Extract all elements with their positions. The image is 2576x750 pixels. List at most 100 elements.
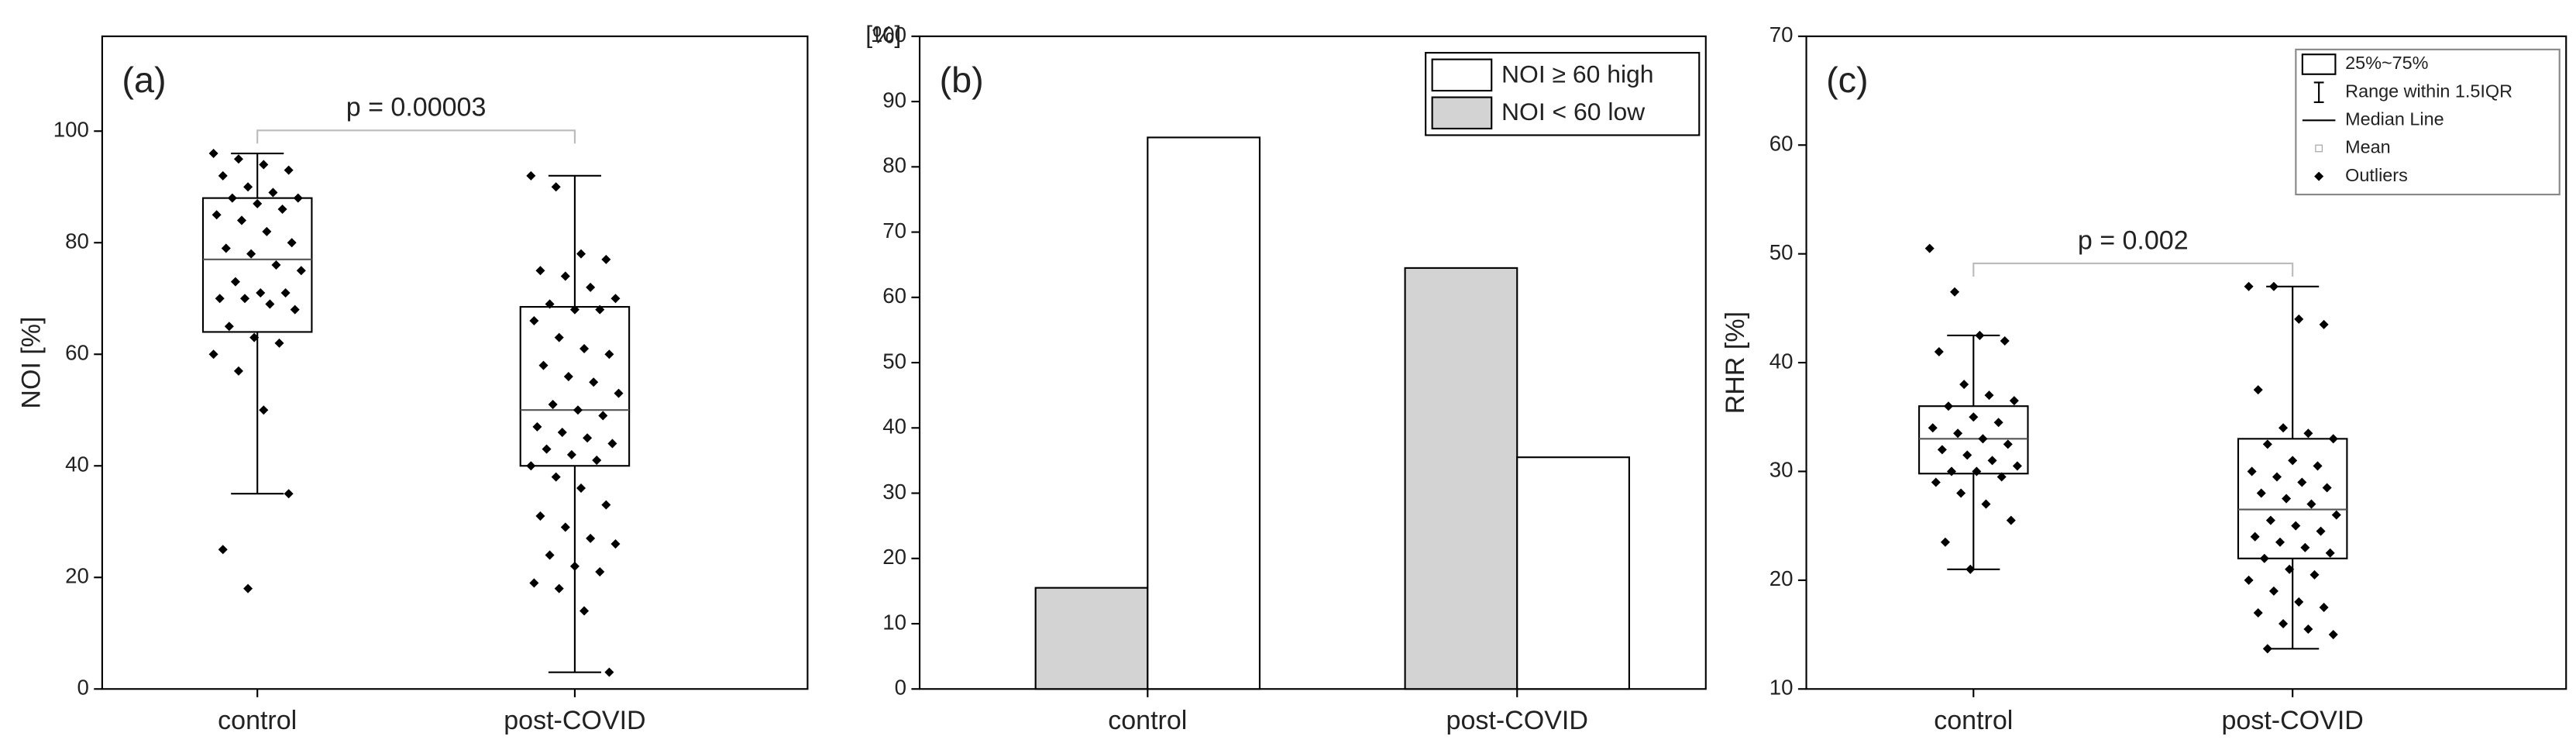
y-tick-label: 0: [895, 676, 906, 700]
data-point: [271, 260, 281, 270]
data-point: [563, 372, 573, 382]
box: [1918, 405, 2029, 475]
panel-label: (a): [122, 60, 166, 100]
data-point: [287, 238, 297, 248]
data-point: [529, 578, 539, 588]
data-point: [604, 349, 614, 360]
data-point: [1987, 456, 1997, 466]
data-point: [586, 282, 596, 292]
data-point: [274, 338, 284, 348]
data-point: [2000, 335, 2010, 346]
data-point: [1931, 477, 1941, 487]
data-point: [601, 254, 611, 264]
data-point: [542, 444, 552, 454]
legend-label: Range within 1.5IQR: [2345, 81, 2512, 101]
y-tick-label: 20: [1769, 566, 1794, 590]
data-point: [2253, 385, 2263, 395]
box: [201, 197, 313, 333]
data-point: [2003, 439, 2013, 449]
data-point: [1943, 401, 1953, 411]
data-point: [290, 304, 300, 315]
y-tick-label: 30: [882, 480, 906, 504]
data-point: [1959, 380, 1969, 390]
y-axis-label: [%]: [865, 20, 901, 48]
data-point: [243, 583, 253, 593]
data-point: [215, 294, 225, 304]
data-point: [2306, 499, 2316, 509]
data-point: [610, 539, 621, 549]
data-point: [2282, 494, 2292, 504]
data-point: [265, 299, 275, 309]
legend-label: 25%~75%: [2345, 53, 2428, 73]
data-point: [208, 149, 218, 159]
data-point: [535, 511, 545, 521]
y-tick-label: 60: [882, 284, 906, 308]
data-point: [2294, 597, 2304, 607]
legend-frame: [2295, 48, 2561, 196]
y-tick-label: 80: [882, 153, 906, 177]
data-point: [262, 226, 272, 236]
bar: [1034, 587, 1149, 690]
data-point: [2328, 630, 2338, 640]
data-point: [218, 170, 228, 181]
data-point: [218, 545, 228, 555]
data-point: [595, 567, 605, 577]
data-point: [2294, 314, 2304, 324]
data-point: [2322, 483, 2332, 493]
data-point: [2319, 319, 2329, 329]
data-point: [1956, 488, 1966, 498]
data-point: [233, 366, 243, 376]
data-point: [1934, 346, 1944, 357]
data-point: [277, 205, 287, 215]
data-point: [1969, 412, 1979, 422]
data-point: [583, 433, 593, 443]
legend-label: NOI ≥ 60 high: [1501, 60, 1654, 88]
data-point: [2319, 602, 2329, 612]
data-point: [246, 249, 256, 259]
y-tick-label: 20: [882, 545, 906, 569]
p-value: p = 0.00003: [346, 93, 487, 122]
data-point: [2309, 569, 2320, 580]
data-point: [284, 489, 294, 499]
y-tick-label: 30: [1769, 458, 1794, 482]
data-point: [598, 411, 608, 421]
data-point: [1966, 564, 1976, 574]
y-tick-label: 0: [77, 676, 89, 700]
data-point: [580, 344, 590, 354]
data-point: [243, 182, 253, 192]
data-point: [557, 428, 567, 438]
data-point: [1950, 287, 1960, 297]
data-point: [548, 400, 558, 410]
data-point: [249, 332, 260, 342]
data-point: [2256, 488, 2266, 498]
data-point: [268, 188, 278, 198]
legend-label: NOI < 60 low: [1501, 98, 1646, 126]
data-point: [284, 165, 294, 175]
data-point: [607, 439, 617, 449]
legend-swatch: [1431, 96, 1493, 130]
data-point: [601, 500, 611, 510]
data-point: [221, 243, 231, 253]
data-point: [576, 249, 586, 259]
data-point: [604, 667, 614, 677]
data-point: [2262, 439, 2272, 449]
legend-swatch: [1431, 58, 1493, 92]
data-point: [2325, 548, 2335, 558]
data-point: [614, 388, 624, 398]
data-point: [212, 210, 222, 220]
y-tick-label: 10: [1769, 676, 1794, 700]
data-point: [2244, 575, 2254, 585]
data-point: [2303, 624, 2313, 635]
data-point: [2265, 515, 2275, 525]
data-point: [569, 561, 580, 571]
data-point: [2247, 466, 2257, 476]
data-point: [240, 294, 250, 304]
y-tick-label: 70: [882, 218, 906, 243]
data-point: [1937, 445, 1947, 455]
data-point: [2275, 537, 2285, 547]
data-point: [2244, 281, 2254, 291]
data-point: [2331, 510, 2341, 520]
data-point: [296, 266, 306, 276]
significance-bracket: [1972, 262, 2294, 277]
data-point: [1975, 330, 1985, 340]
